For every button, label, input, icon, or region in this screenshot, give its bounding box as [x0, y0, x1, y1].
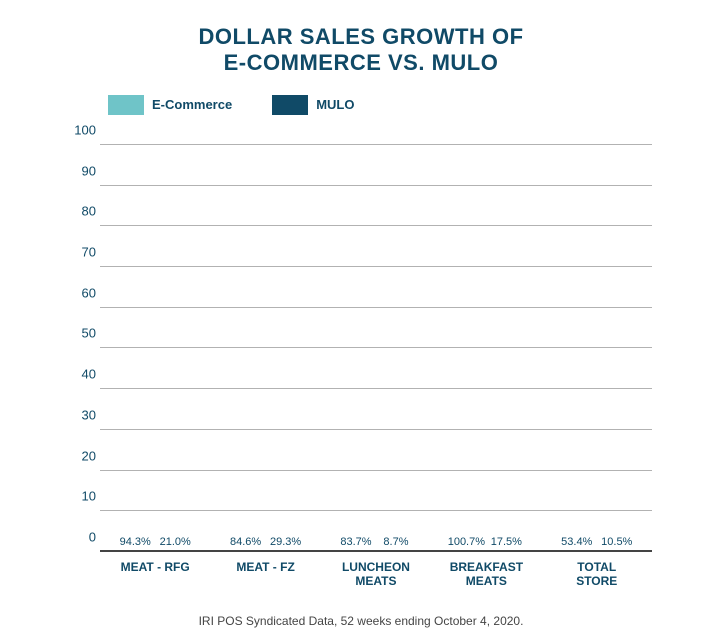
footnote: IRI POS Syndicated Data, 52 weeks ending…	[60, 614, 662, 628]
y-tick-label: 20	[68, 448, 96, 463]
legend-item-ecommerce: E-Commerce	[108, 95, 232, 115]
x-tick-label: BREAKFASTMEATS	[441, 552, 531, 602]
y-tick-label: 50	[68, 326, 96, 341]
bar-value-label: 21.0%	[160, 536, 191, 552]
bar-value-label: 94.3%	[120, 536, 151, 552]
bar-value-label: 29.3%	[270, 536, 301, 552]
chart-title-line2: E-COMMERCE VS. MULO	[224, 50, 499, 75]
bar-value-label: 17.5%	[491, 536, 522, 552]
y-tick-label: 0	[68, 530, 96, 545]
bar-value-label: 84.6%	[230, 536, 261, 552]
bar-value-label: 53.4%	[561, 536, 592, 552]
legend: E-Commerce MULO	[108, 95, 662, 115]
y-tick-label: 40	[68, 367, 96, 382]
x-axis-labels: MEAT - RFG MEAT - FZ LUNCHEONMEATS BREAKFAS…	[100, 552, 652, 602]
bar-value-label: 83.7%	[340, 536, 371, 552]
y-tick-label: 10	[68, 489, 96, 504]
legend-swatch-ecommerce	[108, 95, 144, 115]
y-tick-label: 60	[68, 285, 96, 300]
chart-title: DOLLAR SALES GROWTH OF E-COMMERCE VS. MU…	[60, 24, 662, 77]
x-tick-label: LUNCHEONMEATS	[331, 552, 421, 602]
legend-label-mulo: MULO	[316, 97, 354, 112]
x-tick-label: MEAT - RFG	[110, 552, 200, 602]
y-tick-label: 80	[68, 204, 96, 219]
legend-label-ecommerce: E-Commerce	[152, 97, 232, 112]
bars-row: 94.3% 21.0% 84.6% 29.3% 83.7% 8.7% 100.7% 17.5%…	[100, 145, 652, 552]
x-tick-label: MEAT - FZ	[221, 552, 311, 602]
plot-area: 0102030405060708090100 94.3%21.0%84.6%29…	[100, 145, 652, 602]
x-tick-label: TOTALSTORE	[552, 552, 642, 602]
legend-swatch-mulo	[272, 95, 308, 115]
legend-item-mulo: MULO	[272, 95, 354, 115]
chart-title-line1: DOLLAR SALES GROWTH OF	[198, 24, 523, 49]
y-tick-label: 70	[68, 244, 96, 259]
y-tick-label: 90	[68, 163, 96, 178]
chart-container: DOLLAR SALES GROWTH OF E-COMMERCE VS. MU…	[0, 0, 722, 638]
y-tick-label: 100	[68, 122, 96, 137]
y-tick-label: 30	[68, 407, 96, 422]
bar-value-label: 8.7%	[383, 536, 408, 552]
bar-value-label: 100.7%	[448, 536, 485, 552]
bar-value-label: 10.5%	[601, 536, 632, 552]
